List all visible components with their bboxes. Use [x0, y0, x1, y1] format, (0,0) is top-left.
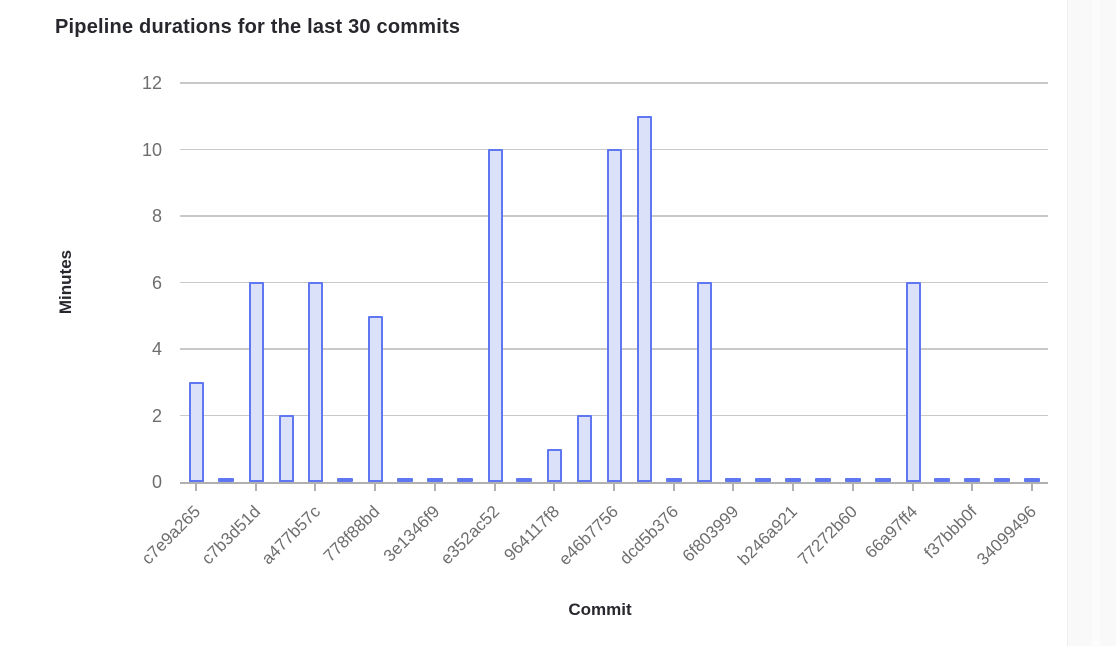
bar-commit-12[interactable] — [516, 478, 533, 482]
x-tick-mark — [732, 484, 735, 491]
x-tick-label-a477b57c: a477b57c — [257, 502, 324, 569]
bar-commit-20[interactable] — [755, 478, 772, 482]
x-tick-label-964117f8: 964117f8 — [500, 502, 563, 565]
bar-c7e9a265[interactable] — [189, 382, 204, 482]
x-tick-mark — [433, 484, 436, 491]
x-tick-label-e46b7756: e46b7756 — [555, 502, 623, 569]
y-tick-label-6: 6 — [151, 272, 162, 293]
bar-3e1346f9[interactable] — [426, 478, 443, 482]
x-tick-label-66a97ff4: 66a97ff4 — [860, 502, 921, 563]
y-axis-title: Minutes — [56, 249, 75, 315]
bar-f37bbb0f[interactable] — [964, 478, 981, 482]
bar-b246a921[interactable] — [785, 478, 802, 482]
x-tick-label-778f88bd: 778f88bd — [320, 502, 384, 566]
x-tick-label-f37bbb0f: f37bbb0f — [920, 502, 981, 563]
chart-title: Pipeline durations for the last 30 commi… — [55, 16, 461, 38]
y-tick-label-2: 2 — [151, 405, 162, 426]
background-strip-band — [1092, 0, 1100, 646]
bar-commit-6[interactable] — [337, 478, 354, 482]
bar-commit-26[interactable] — [934, 478, 951, 482]
x-tick-mark — [553, 484, 556, 491]
x-tick-mark — [851, 484, 854, 491]
bar-e46b7756[interactable] — [606, 149, 622, 482]
y-tick-label-10: 10 — [141, 139, 162, 160]
x-tick-mark — [792, 484, 795, 491]
bar-commit-2[interactable] — [217, 478, 234, 482]
bar-commit-24[interactable] — [874, 478, 891, 482]
bar-commit-8[interactable] — [396, 478, 413, 482]
bar-34099496[interactable] — [1023, 478, 1040, 482]
x-tick-label-c7b3d51d: c7b3d51d — [197, 502, 265, 569]
bar-66a97ff4[interactable] — [905, 282, 921, 482]
bar-commit-16[interactable] — [636, 116, 652, 482]
x-tick-mark — [493, 484, 496, 491]
x-tick-label-77272b60: 77272b60 — [794, 502, 862, 569]
x-tick-label-b246a921: b246a921 — [734, 502, 802, 569]
x-tick-mark — [1030, 484, 1033, 491]
x-tick-mark — [254, 484, 257, 491]
x-tick-mark — [672, 484, 675, 491]
x-tick-mark — [971, 484, 974, 491]
bar-commit-10[interactable] — [456, 478, 473, 482]
bar-commit-28[interactable] — [994, 478, 1011, 482]
bar-6f803999[interactable] — [725, 478, 742, 482]
x-tick-label-c7e9a265: c7e9a265 — [138, 502, 205, 569]
bar-c7b3d51d[interactable] — [248, 282, 264, 482]
bar-commit-18[interactable] — [696, 282, 712, 482]
x-axis-title: Commit — [568, 600, 632, 619]
y-tick-label-4: 4 — [151, 339, 162, 359]
x-tick-mark — [612, 484, 615, 491]
x-axis-line — [180, 482, 1048, 484]
y-tick-label-0: 0 — [151, 472, 162, 492]
y-tick-label-8: 8 — [151, 206, 162, 226]
x-tick-label-34099496: 34099496 — [973, 502, 1041, 569]
bar-commit-22[interactable] — [814, 478, 831, 482]
plot-area: 0 2 4 6 8 10 12 c7e9a265 c7b3d51d a477b57c 778f88b… — [138, 73, 1048, 569]
x-tick-mark — [314, 484, 317, 491]
bar-a477b57c[interactable] — [308, 282, 324, 482]
bar-77272b60[interactable] — [844, 478, 861, 482]
bar-dcd5b376[interactable] — [665, 478, 682, 482]
bar-964117f8[interactable] — [547, 449, 563, 482]
bar-778f88bd[interactable] — [368, 316, 384, 482]
y-tick-label-12: 12 — [141, 73, 162, 93]
page-background-strip — [1067, 0, 1116, 646]
x-tick-mark — [195, 484, 197, 491]
bar-commit-4[interactable] — [278, 415, 294, 482]
x-tick-label-dcd5b376: dcd5b376 — [615, 502, 683, 569]
bar-commit-14[interactable] — [577, 415, 593, 482]
x-tick-label-6f803999: 6f803999 — [678, 502, 742, 566]
bar-e352ac52[interactable] — [487, 149, 503, 482]
x-tick-mark — [911, 484, 914, 491]
x-tick-label-3e1346f9: 3e1346f9 — [379, 502, 444, 566]
x-tick-label-e352ac52: e352ac52 — [436, 502, 503, 569]
gridline-12 — [180, 82, 1048, 84]
x-tick-mark — [374, 484, 377, 491]
